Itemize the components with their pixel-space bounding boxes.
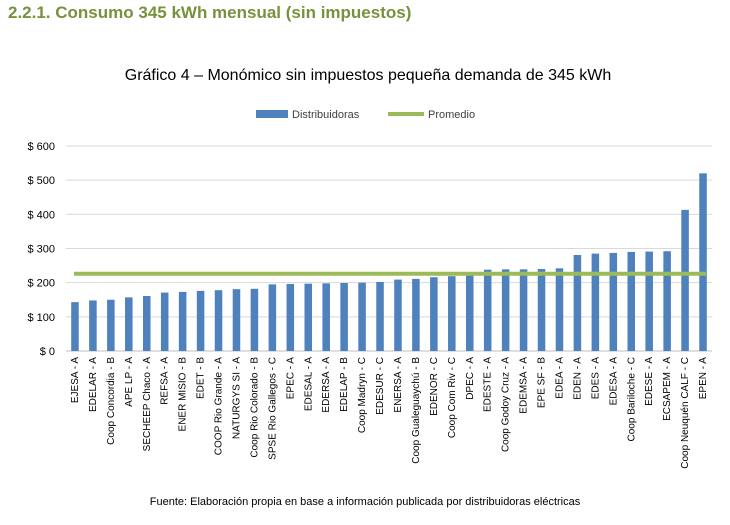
x-tick-label: EDEA - A <box>554 357 565 399</box>
y-tick-label: $ 600 <box>27 141 55 153</box>
y-tick-label: $ 200 <box>27 278 55 290</box>
bar <box>609 252 618 351</box>
x-tick-label: EDESTE - A <box>483 357 494 412</box>
source-note: Fuente: Elaboración propia en base a inf… <box>149 496 581 508</box>
bar <box>537 269 546 351</box>
chart-title: Gráfico 4 – Monómico sin impuestos peque… <box>125 67 612 84</box>
bar <box>519 269 528 351</box>
bar <box>196 290 205 351</box>
y-tick-label: $ 400 <box>27 209 55 221</box>
x-tick-label: EDENOR - C <box>429 357 440 416</box>
x-tick-label: Coop Com Riv - C <box>447 357 458 438</box>
y-tick-label: $ 300 <box>27 244 55 256</box>
bar <box>358 282 366 351</box>
bar <box>555 268 564 351</box>
bar <box>645 251 653 351</box>
legend-label-distribuidoras: Distribuidoras <box>292 109 360 121</box>
bar <box>699 173 707 351</box>
bar <box>322 283 330 351</box>
x-axis: EJESA - A EDELAR - A Coop Concordia - B APE… <box>70 357 709 469</box>
x-tick-label: EDELAP - B <box>339 357 350 412</box>
bar <box>286 284 295 351</box>
bar <box>465 275 474 351</box>
x-tick-label: Coop Bariloche - C <box>626 357 637 441</box>
bars <box>71 173 707 351</box>
bar <box>627 251 636 351</box>
section-heading: 2.2.1. Consumo 345 kWh mensual (sin impu… <box>8 3 412 22</box>
bar <box>232 289 241 351</box>
x-tick-label: EPEN - A <box>698 357 709 400</box>
x-tick-label: ECSAPEM - A <box>662 357 673 421</box>
x-tick-label: ENERSA - A <box>393 357 404 413</box>
x-tick-label: Coop Neuquén CALF - C <box>680 357 691 469</box>
x-tick-label: EDERSA - A <box>321 357 332 413</box>
y-tick-label: $ 0 <box>40 346 55 358</box>
bar <box>89 300 97 351</box>
x-tick-label: EDESUR - C <box>375 357 386 415</box>
x-tick-label: EDESA - A <box>608 357 619 406</box>
bar <box>394 279 402 351</box>
x-tick-label: EPE SF - B <box>537 357 548 408</box>
bar <box>573 254 582 351</box>
legend-bar-swatch <box>256 110 288 118</box>
legend-line-swatch <box>388 112 424 116</box>
x-tick-label: EDET - B <box>196 357 207 399</box>
bar <box>268 284 277 351</box>
x-tick-label: REFSA - A <box>160 357 171 405</box>
x-tick-label: NATURGYS SI - A <box>231 357 242 439</box>
x-tick-label: EDELAR - A <box>88 357 99 412</box>
x-tick-label: EDES - A <box>590 357 601 400</box>
bar <box>681 209 689 351</box>
x-tick-label: COOP Rio Grande - A <box>214 357 225 456</box>
legend-label-promedio: Promedio <box>428 109 475 121</box>
y-tick-label: $ 500 <box>27 175 55 187</box>
gridlines <box>66 145 712 352</box>
bar <box>178 291 187 351</box>
bar <box>376 281 384 351</box>
y-axis: $ 0 $ 100 $ 200 $ 300 $ 400 $ 500 $ 600 <box>27 141 55 358</box>
legend: Distribuidoras Promedio <box>256 109 475 121</box>
x-tick-label: Coop Rio Colorado - B <box>249 357 260 458</box>
x-tick-label: SECHEEP Chaco - A <box>142 357 153 452</box>
bar <box>214 290 223 351</box>
x-tick-label: SPSE Rio Gallegos - C <box>267 357 278 460</box>
bar <box>430 277 438 351</box>
x-tick-label: EDEMSA - A <box>519 357 530 414</box>
x-tick-label: EDESE - A <box>644 357 655 406</box>
x-tick-label: APE LP - A <box>124 357 135 407</box>
x-tick-label: Coop Gualeguaychú - B <box>411 357 422 464</box>
x-tick-label: DPEC - A <box>465 357 476 400</box>
bar <box>591 253 600 351</box>
y-tick-label: $ 100 <box>27 312 55 324</box>
x-tick-label: ENER MISIO - B <box>178 357 189 432</box>
x-tick-label: EDEN - A <box>572 357 583 400</box>
bar <box>663 251 671 351</box>
x-tick-label: EPEC - A <box>285 357 296 400</box>
bar <box>250 288 259 351</box>
x-tick-label: Coop Concordia - B <box>106 357 117 445</box>
x-tick-label: Coop Godoy Cruz - A <box>501 357 512 452</box>
bar <box>160 292 169 351</box>
bar <box>412 278 420 351</box>
bar <box>483 269 492 351</box>
bar <box>107 299 115 351</box>
x-tick-label: EDESAL - A <box>303 357 314 411</box>
x-tick-label: EJESA - A <box>70 357 81 403</box>
bar <box>448 276 456 351</box>
bar <box>501 269 510 351</box>
bar <box>71 302 79 351</box>
bar <box>125 297 133 351</box>
x-tick-label: Coop Madryn - C <box>357 357 368 433</box>
bar <box>340 283 348 351</box>
bar <box>304 283 313 351</box>
bar <box>142 295 151 351</box>
